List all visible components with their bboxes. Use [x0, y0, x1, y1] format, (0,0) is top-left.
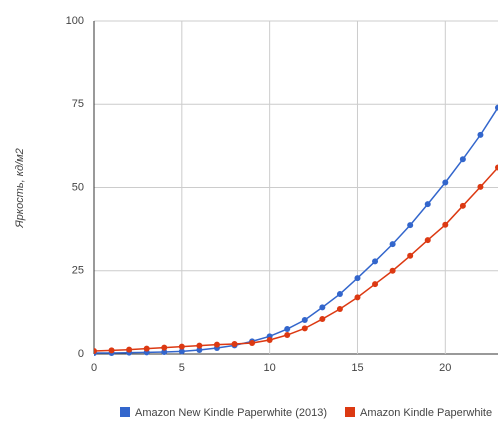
y-axis-label: Яркость, кд/м2 — [14, 148, 26, 228]
data-point — [354, 294, 361, 301]
series-line — [94, 167, 498, 352]
data-point — [372, 258, 379, 265]
data-point — [495, 104, 498, 111]
series-line — [94, 107, 498, 354]
data-point — [459, 156, 466, 163]
data-point — [249, 340, 256, 347]
data-point — [442, 179, 449, 186]
data-point — [126, 346, 133, 353]
plot-area — [94, 104, 498, 357]
legend-swatch — [120, 407, 130, 417]
y-tick-label: 75 — [72, 98, 84, 110]
data-point — [442, 221, 449, 228]
y-tick-label: 0 — [78, 348, 84, 360]
data-point — [336, 291, 343, 298]
x-tick-label: 20 — [439, 362, 451, 374]
data-point — [424, 237, 431, 244]
data-point — [143, 345, 150, 352]
x-tick-label: 10 — [264, 362, 276, 374]
data-point — [266, 337, 273, 344]
legend-label: Amazon New Kindle Paperwhite (2013) — [135, 407, 327, 419]
data-point — [495, 164, 498, 171]
y-tick-label: 100 — [66, 15, 84, 27]
y-tick-label: 50 — [72, 181, 84, 193]
data-point — [161, 344, 168, 351]
data-point — [301, 325, 308, 332]
data-point — [231, 341, 238, 348]
data-point — [372, 281, 379, 288]
data-point — [319, 316, 326, 323]
x-tick-label: 0 — [91, 362, 97, 374]
data-point — [284, 326, 291, 333]
data-point — [407, 252, 414, 259]
data-point — [354, 275, 361, 282]
data-point — [407, 222, 414, 229]
data-point — [196, 347, 203, 354]
data-point — [424, 201, 431, 208]
data-point — [94, 348, 97, 355]
data-point — [196, 342, 203, 349]
data-point — [389, 267, 396, 274]
data-point — [108, 347, 115, 354]
data-point — [477, 183, 484, 190]
data-point — [477, 131, 484, 138]
data-point — [178, 348, 185, 355]
data-point — [389, 241, 396, 248]
x-tick-label: 5 — [179, 362, 185, 374]
legend-swatch — [345, 407, 355, 417]
legend-label: Amazon Kindle Paperwhite — [360, 407, 492, 419]
data-point — [284, 332, 291, 339]
data-point — [161, 349, 168, 356]
x-tick-label: 15 — [351, 362, 363, 374]
data-point — [213, 341, 220, 348]
data-point — [301, 317, 308, 324]
data-point — [459, 202, 466, 209]
y-tick-label: 25 — [72, 265, 84, 277]
data-point — [178, 343, 185, 350]
data-point — [336, 306, 343, 313]
data-point — [319, 304, 326, 311]
